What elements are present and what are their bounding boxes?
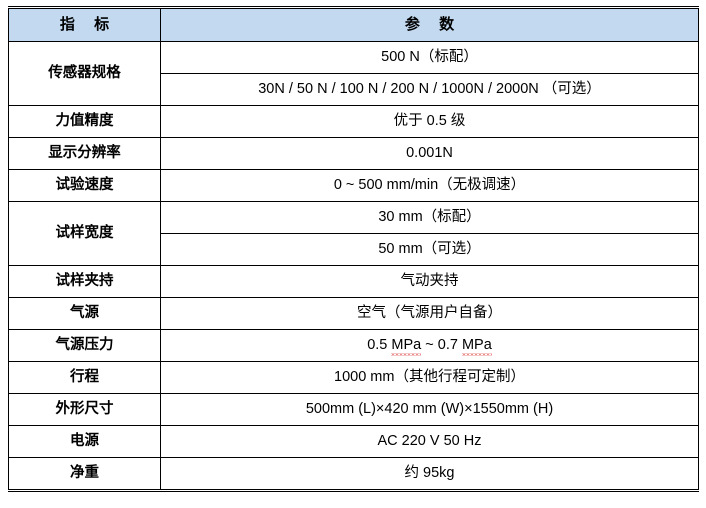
table-row: 传感器规格 500 N（标配）: [8, 41, 699, 106]
table-row: 电源 AC 220 V 50 Hz: [8, 425, 699, 458]
table-row: 外形尺寸 500mm (L)×420 mm (W)×1550mm (H): [8, 393, 699, 426]
row-value-net-weight: 约 95kg: [160, 457, 699, 491]
table-row: 力值精度 优于 0.5 级: [8, 105, 699, 138]
table-header: 指 标 参 数: [8, 7, 699, 42]
air-pressure-min-value: 0.5: [367, 336, 392, 353]
row-value-stroke: 1000 mm（其他行程可定制）: [160, 361, 699, 394]
header-row: 指 标 参 数: [8, 7, 699, 42]
row-label-display-resolution: 显示分辨率: [8, 137, 161, 170]
row-label-power-supply: 电源: [8, 425, 161, 458]
air-pressure-min-unit: MPa: [391, 336, 422, 356]
row-value-power-supply: AC 220 V 50 Hz: [160, 425, 699, 458]
row-label-dimensions: 外形尺寸: [8, 393, 161, 426]
row-label-net-weight: 净重: [8, 457, 161, 491]
column-header-metric: 指 标: [8, 7, 161, 42]
table-row: 行程 1000 mm（其他行程可定制）: [8, 361, 699, 394]
row-label-force-accuracy: 力值精度: [8, 105, 161, 138]
row-value-test-speed: 0 ~ 500 mm/min（无极调速）: [160, 169, 699, 202]
table-row: 气源压力 0.5 MPa ~ 0.7 MPa: [8, 329, 699, 362]
row-label-air-pressure: 气源压力: [8, 329, 161, 362]
row-value-sample-width-standard: 30 mm（标配）: [160, 201, 699, 234]
table-row: 净重 约 95kg: [8, 457, 699, 491]
air-pressure-range-separator: ~: [421, 336, 438, 353]
row-label-sample-width: 试样宽度: [8, 201, 161, 266]
row-value-air-source: 空气（气源用户自备）: [160, 297, 699, 330]
table-row: 试样宽度 30 mm（标配）: [8, 201, 699, 266]
air-pressure-max-unit: MPa: [461, 336, 492, 356]
row-value-sensor-spec-optional: 30N / 50 N / 100 N / 200 N / 1000N / 200…: [160, 73, 699, 106]
row-label-test-speed: 试验速度: [8, 169, 161, 202]
row-value-sensor-spec-standard: 500 N（标配）: [160, 41, 699, 74]
table-row: 试样夹持 气动夹持: [8, 265, 699, 298]
row-label-sample-clamping: 试样夹持: [8, 265, 161, 298]
row-label-sensor-spec: 传感器规格: [8, 41, 161, 106]
table-row: 30N / 50 N / 100 N / 200 N / 1000N / 200…: [9, 73, 699, 106]
column-header-parameter: 参 数: [160, 7, 699, 42]
table-row: 显示分辨率 0.001N: [8, 137, 699, 170]
table-row: 气源 空气（气源用户自备）: [8, 297, 699, 330]
row-value-force-accuracy: 优于 0.5 级: [160, 105, 699, 138]
row-value-sample-clamping: 气动夹持: [160, 265, 699, 298]
air-pressure-expression: 0.5 MPa ~ 0.7 MPa: [367, 336, 492, 356]
row-label-air-source: 气源: [8, 297, 161, 330]
row-value-display-resolution: 0.001N: [160, 137, 699, 170]
row-value-air-pressure: 0.5 MPa ~ 0.7 MPa: [160, 329, 699, 362]
row-value-dimensions: 500mm (L)×420 mm (W)×1550mm (H): [160, 393, 699, 426]
air-pressure-max-value: 0.7: [437, 336, 462, 353]
row-value-sample-width-optional: 50 mm（可选）: [160, 233, 699, 266]
row-label-stroke: 行程: [8, 361, 161, 394]
table-row: 试验速度 0 ~ 500 mm/min（无极调速）: [8, 169, 699, 202]
table-body: 传感器规格 500 N（标配） 30N / 50 N / 100 N / 200…: [8, 41, 699, 491]
specification-table: 指 标 参 数 传感器规格 500 N（标配） 30N / 50 N / 100…: [8, 6, 699, 492]
